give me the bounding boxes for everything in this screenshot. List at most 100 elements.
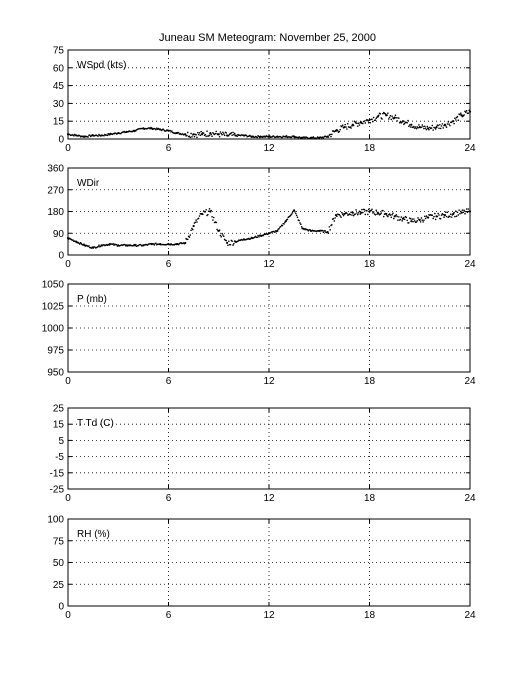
data-point-dense xyxy=(415,127,418,130)
data-point-dense xyxy=(449,215,451,218)
data-point-dense xyxy=(367,119,369,122)
data-point-dense xyxy=(428,128,430,131)
data-point-dense xyxy=(296,216,299,219)
data-point-dense xyxy=(454,119,457,121)
data-point-dense xyxy=(381,118,383,120)
data-point-dense xyxy=(222,133,225,135)
data-point-dense xyxy=(295,212,297,215)
y-tick-label: 0 xyxy=(58,251,64,262)
data-point-dense xyxy=(88,245,90,247)
data-point-dense xyxy=(463,114,465,116)
data-point-dense xyxy=(206,130,208,132)
data-point-dense xyxy=(456,211,459,214)
x-tick-label: 12 xyxy=(263,610,275,621)
x-tick-label: 18 xyxy=(364,259,376,270)
data-point-dense xyxy=(208,208,211,210)
data-point-dense xyxy=(135,243,137,246)
data-point-dense xyxy=(391,213,393,216)
panel-1: 0 6 12 18 24 0 90 180 270 360 WDir xyxy=(47,164,476,271)
data-point-dense xyxy=(439,127,442,130)
y-tick-label: 90 xyxy=(53,229,65,240)
panel-3: 0 6 12 18 24 -25 -15 -5 5 15 25 T Td (C) xyxy=(50,404,476,505)
data-point-dense xyxy=(352,124,355,127)
data-point-dense xyxy=(388,213,391,215)
panel-label: WDir xyxy=(77,178,100,189)
data-point-dense xyxy=(199,134,202,137)
data-point-dense xyxy=(153,244,156,246)
data-point-dense xyxy=(372,116,375,119)
data-point-dense xyxy=(202,213,204,216)
data-point-dense xyxy=(372,120,374,123)
data-point-dense xyxy=(278,227,280,230)
data-point-dense xyxy=(439,217,442,220)
data-point-dense xyxy=(389,214,392,216)
data-point xyxy=(293,209,296,212)
data-point-dense xyxy=(221,232,223,235)
data-point-dense xyxy=(346,122,349,125)
data-point-dense xyxy=(220,235,223,238)
data-point-dense xyxy=(421,219,424,221)
data-point-dense xyxy=(236,135,238,137)
data-point-dense xyxy=(342,214,345,217)
x-tick-label: 24 xyxy=(464,376,476,387)
data-point-dense xyxy=(453,211,455,214)
data-point-dense xyxy=(285,135,288,137)
data-point-dense xyxy=(467,112,470,114)
data-point-dense xyxy=(328,226,331,228)
data-point-dense xyxy=(338,130,341,133)
data-point-dense xyxy=(375,117,378,120)
data-point-dense xyxy=(395,116,398,119)
data-point-dense xyxy=(205,135,207,138)
data-point-dense xyxy=(207,213,209,216)
data-point-dense xyxy=(413,127,416,129)
data-point-dense xyxy=(124,243,126,246)
data-point-dense xyxy=(397,219,399,221)
y-tick-label: 75 xyxy=(53,46,65,57)
data-point-dense xyxy=(73,135,75,137)
data-point-dense xyxy=(106,134,109,137)
data-point xyxy=(468,110,472,113)
data-point xyxy=(460,211,463,214)
data-point-dense xyxy=(447,121,450,123)
data-point-dense xyxy=(344,123,347,126)
data-point-dense xyxy=(399,218,402,221)
y-tick-label: 360 xyxy=(47,164,64,175)
y-tick-label: 5 xyxy=(58,436,64,447)
y-tick-label: 25 xyxy=(53,404,65,415)
data-point xyxy=(184,133,187,136)
data-point-dense xyxy=(406,122,408,124)
data-point-dense xyxy=(223,134,226,137)
data-point-dense xyxy=(392,217,395,220)
data-point xyxy=(460,114,463,117)
data-point-dense xyxy=(437,212,439,215)
data-point-dense xyxy=(357,212,360,214)
data-point-dense xyxy=(333,220,336,222)
data-point-dense xyxy=(356,125,359,127)
data-point-dense xyxy=(396,215,398,218)
y-tick-label: 30 xyxy=(53,99,65,110)
data-point-dense xyxy=(424,217,427,220)
x-tick-label: 6 xyxy=(166,259,172,270)
data-point-dense xyxy=(399,120,402,123)
data-point-dense xyxy=(214,132,217,135)
data-point-dense xyxy=(321,229,324,232)
data-point-dense xyxy=(188,236,191,238)
data-point-dense xyxy=(459,112,462,114)
y-tick-label: 950 xyxy=(47,368,64,379)
x-tick-label: 0 xyxy=(65,610,71,621)
data-point-dense xyxy=(197,217,200,220)
data-point-dense xyxy=(210,133,213,136)
data-point xyxy=(226,241,229,245)
data-point-dense xyxy=(324,230,326,232)
data-point-dense xyxy=(228,134,230,137)
data-point-dense xyxy=(327,136,330,138)
data-point-dense xyxy=(295,214,298,217)
data-point-dense xyxy=(389,114,392,117)
data-point-dense xyxy=(222,235,225,238)
data-point-dense xyxy=(412,220,414,223)
data-point-dense xyxy=(341,125,343,128)
data-point-dense xyxy=(390,118,393,121)
data-point-dense xyxy=(413,125,415,128)
data-point-dense xyxy=(398,216,400,218)
data-point-dense xyxy=(329,229,331,231)
